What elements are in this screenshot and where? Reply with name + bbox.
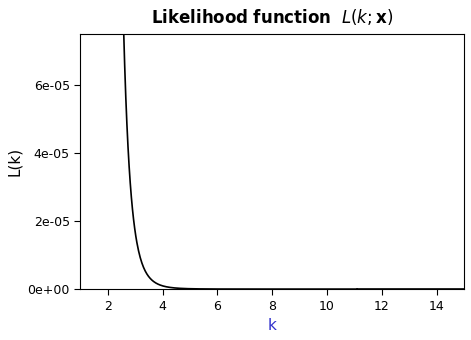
X-axis label: k: k	[268, 318, 276, 333]
Title: $\mathbf{Likelihood\ function}$  $L(k;\mathbf{x})$: $\mathbf{Likelihood\ function}$ $L(k;\ma…	[151, 7, 393, 27]
Y-axis label: L(k): L(k)	[7, 147, 22, 176]
